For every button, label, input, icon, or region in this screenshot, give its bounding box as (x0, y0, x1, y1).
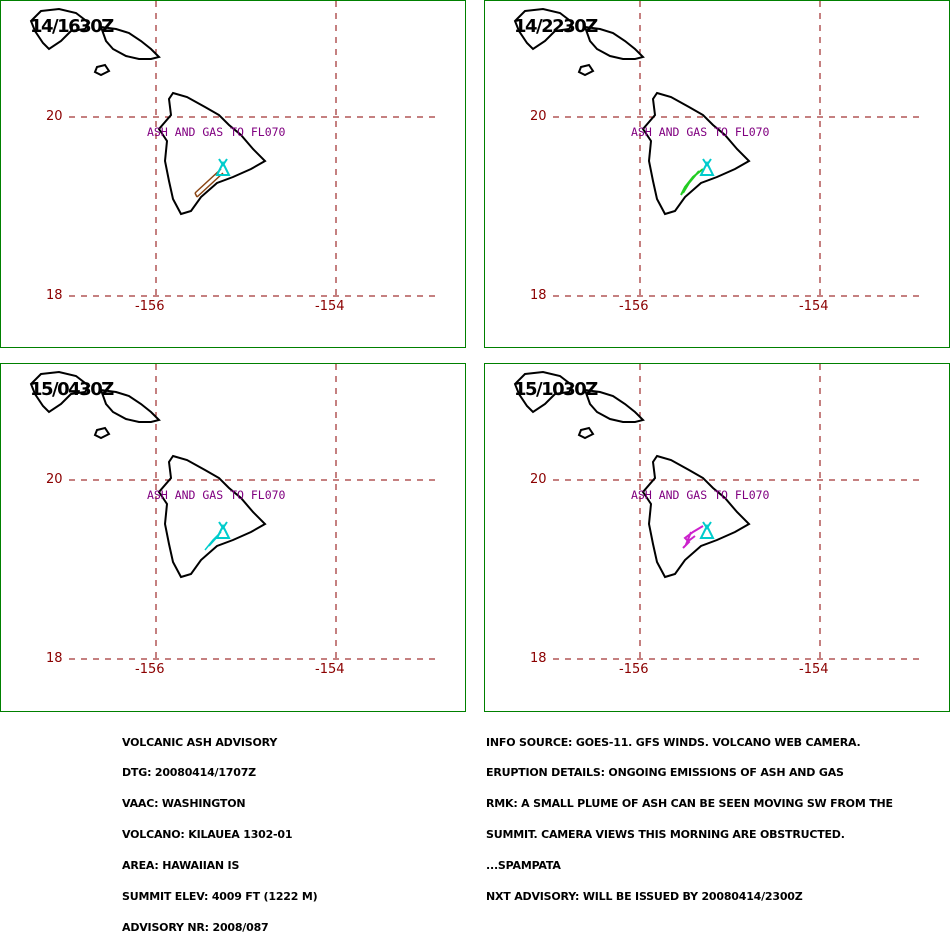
map-panel-4: 15/1030Z ASH AND GAS TO FL070 20 18 -156… (484, 363, 950, 712)
ash-label: ASH AND GAS TO FL070 (147, 125, 286, 139)
ash-label: ASH AND GAS TO FL070 (631, 488, 770, 502)
lon-154: -154 (315, 299, 345, 314)
plume (682, 525, 704, 549)
lon-154: -154 (799, 662, 829, 677)
coastline (29, 370, 267, 579)
map-panel-1: 14/1630Z ASH AND GAS TO FL070 20 18 -156… (0, 0, 466, 348)
lon-156: -156 (619, 299, 649, 314)
lat-20: 20 (46, 472, 63, 487)
grid-lines (69, 1, 441, 297)
lat-18: 18 (46, 651, 63, 666)
map-panel-3: 15/0430Z ASH AND GAS TO FL070 20 18 -156… (0, 363, 466, 712)
map-canvas (29, 364, 441, 660)
advisory-dtg: DTG: 20080414/1707Z (122, 766, 256, 780)
lat-18: 18 (46, 288, 63, 303)
volcano-marker-icon (215, 521, 231, 539)
lon-154: -154 (799, 299, 829, 314)
valid-time: 15/1030Z (514, 379, 598, 400)
coastline (513, 370, 751, 579)
plume (194, 168, 224, 198)
plume (680, 168, 704, 196)
volcano-marker-icon (215, 158, 231, 176)
lat-20: 20 (530, 472, 547, 487)
advisory-title: VOLCANIC ASH ADVISORY (122, 735, 278, 749)
lon-154: -154 (315, 662, 345, 677)
lat-18: 18 (530, 288, 547, 303)
advisory-volcano: VOLCANO: KILAUEA 1302-01 (122, 828, 293, 842)
ash-label: ASH AND GAS TO FL070 (147, 488, 286, 502)
grid-lines (553, 364, 925, 660)
coastline (29, 7, 267, 216)
map-panel-2: 14/2230Z ASH AND GAS TO FL070 20 18 -156… (484, 0, 950, 348)
map-canvas (513, 1, 925, 297)
remark-line-1: RMK: A SMALL PLUME OF ASH CAN BE SEEN MO… (486, 797, 893, 811)
valid-time: 14/1630Z (30, 16, 114, 37)
advisory-summit: SUMMIT ELEV: 4009 FT (1222 M) (122, 890, 318, 904)
lat-20: 20 (530, 109, 547, 124)
remark-line-3: ...SPAMPATA (486, 859, 561, 873)
valid-time: 14/2230Z (514, 16, 598, 37)
valid-time: 15/0430Z (30, 379, 114, 400)
map-canvas (29, 1, 441, 297)
volcano-marker-icon (699, 521, 715, 539)
lon-156: -156 (135, 662, 165, 677)
advisory-area: AREA: HAWAIIAN IS (122, 859, 240, 873)
lat-20: 20 (46, 109, 63, 124)
advisory-vaac: VAAC: WASHINGTON (122, 797, 246, 811)
grid-lines (553, 1, 925, 297)
volcano-marker-icon (699, 158, 715, 176)
ash-label: ASH AND GAS TO FL070 (631, 125, 770, 139)
eruption-details: ERUPTION DETAILS: ONGOING EMISSIONS OF A… (486, 766, 844, 780)
lat-18: 18 (530, 651, 547, 666)
info-source: INFO SOURCE: GOES-11. GFS WINDS. VOLCANO… (486, 735, 861, 749)
next-advisory: NXT ADVISORY: WILL BE ISSUED BY 20080414… (486, 890, 803, 904)
lon-156: -156 (135, 299, 165, 314)
advisory-header: VOLCANIC ASH ADVISORY DTG: 20080414/1707… (122, 717, 318, 944)
advisory-nr: ADVISORY NR: 2008/087 (122, 920, 269, 934)
advisory-details: INFO SOURCE: GOES-11. GFS WINDS. VOLCANO… (486, 717, 893, 913)
coastline (513, 7, 751, 216)
grid-lines (69, 364, 441, 660)
remark-line-2: SUMMIT. CAMERA VIEWS THIS MORNING ARE OB… (486, 828, 845, 842)
map-canvas (513, 364, 925, 660)
lon-156: -156 (619, 662, 649, 677)
